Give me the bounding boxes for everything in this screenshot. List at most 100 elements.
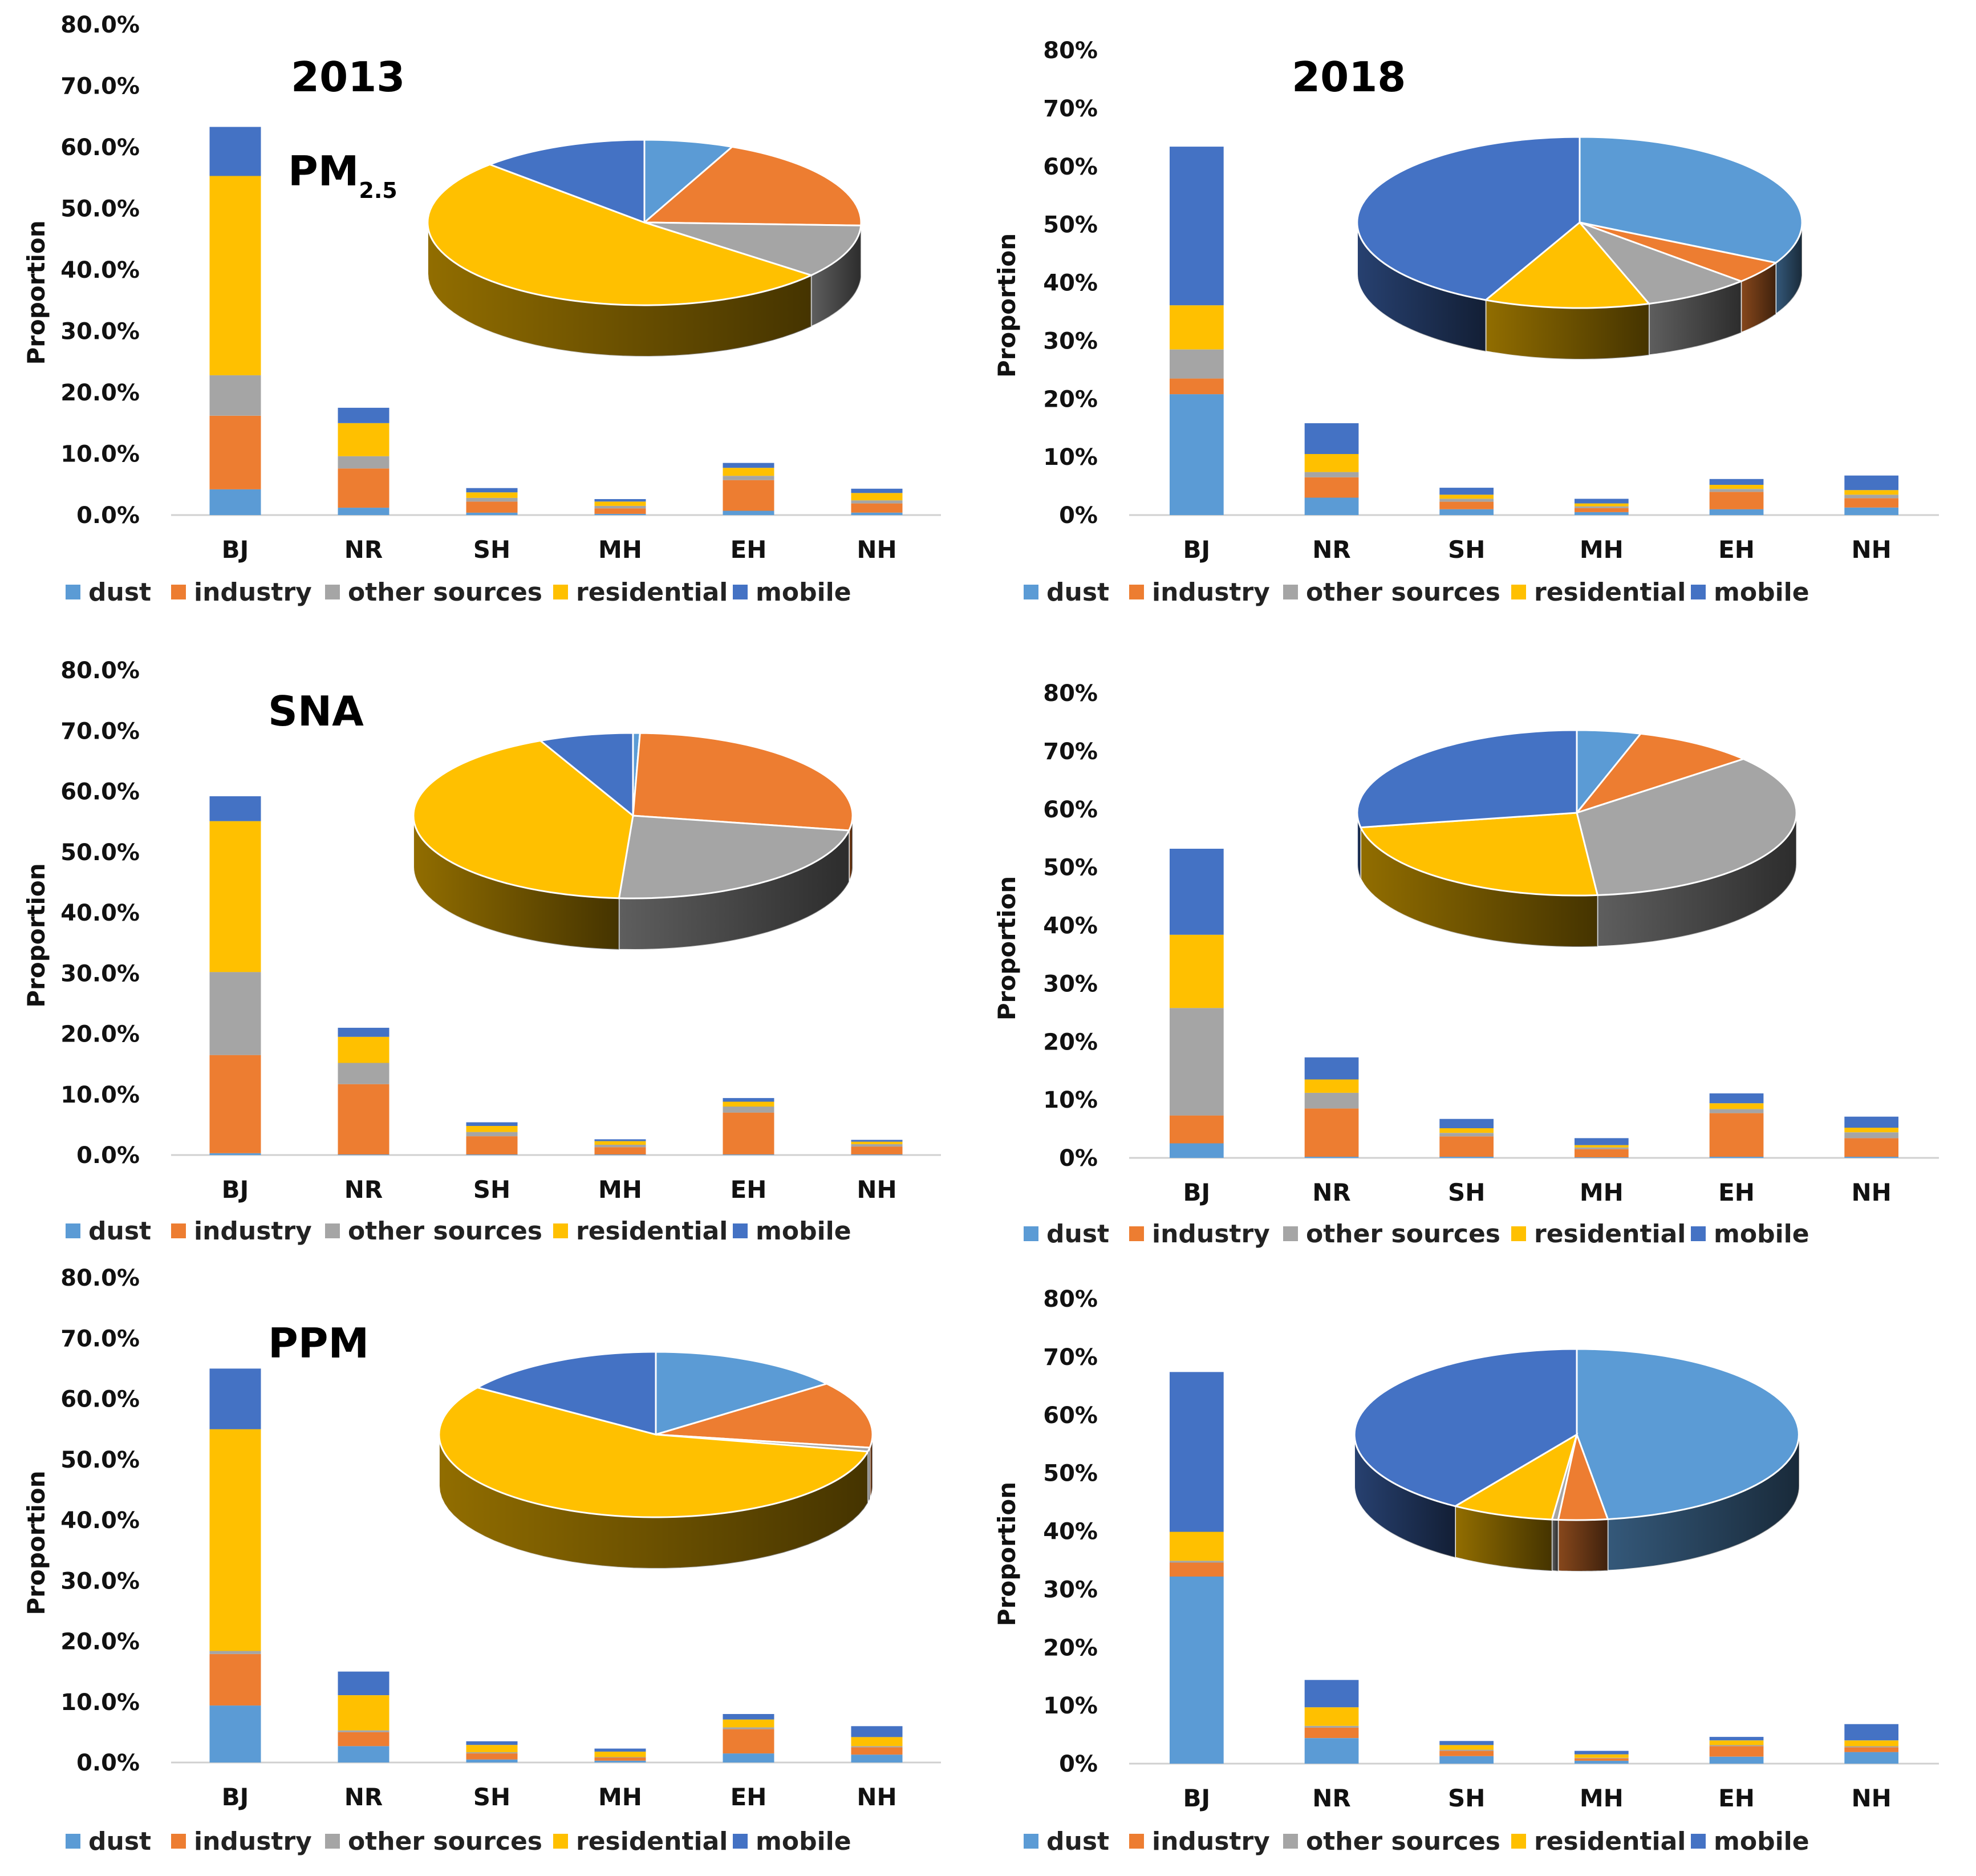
bar-NR-dust	[338, 1154, 389, 1155]
bar-NR-other-sources	[1304, 1725, 1359, 1728]
legend-swatch-mobile	[733, 1834, 748, 1849]
bar-NH-mobile	[1844, 475, 1898, 491]
bar-NH-other-sources	[851, 1144, 903, 1147]
x-tick-label: NR	[1312, 1178, 1351, 1206]
y-tick-label: 80.0%	[60, 12, 140, 38]
pie-slice-residential	[1483, 221, 1651, 309]
y-tick-label: 30%	[1043, 971, 1098, 997]
bar-MH-mobile	[1575, 499, 1629, 504]
x-tick-label: NH	[857, 536, 896, 564]
bar-NR-mobile	[338, 1671, 389, 1695]
pie-slice-residential	[1359, 812, 1599, 897]
legend-label: dust	[1046, 1219, 1109, 1249]
legend-label: industry	[1152, 578, 1270, 607]
legend-swatch-other-sources	[1283, 1226, 1298, 1241]
bar-BJ-other-sources	[209, 972, 261, 1055]
bar-SH-residential	[466, 1126, 518, 1132]
bar-NH-residential	[1844, 1740, 1898, 1747]
bar-EH-dust	[723, 510, 774, 515]
legend-label: other sources	[348, 1827, 542, 1856]
y-axis-label: Proportion	[22, 863, 50, 1007]
y-tick-label: 60.0%	[60, 1387, 140, 1413]
x-tick-label: SH	[1448, 536, 1485, 564]
x-tick-label: MH	[1580, 1784, 1624, 1812]
panel-title: SNA	[268, 687, 364, 735]
bar-NH-residential	[1844, 490, 1898, 495]
y-tick-label: 80.0%	[60, 1265, 140, 1291]
bar-NH-industry	[851, 503, 903, 513]
bar-MH-dust	[594, 1154, 646, 1155]
bar-BJ-mobile	[1170, 1372, 1224, 1532]
bar-SH-mobile	[1439, 1741, 1494, 1745]
legend-label: mobile	[1714, 578, 1809, 607]
y-tick-label: 10.0%	[60, 1689, 140, 1716]
bar-EH-other-sources	[723, 1727, 774, 1729]
pie-side-shading	[870, 1435, 873, 1499]
bar-MH-industry	[594, 1757, 646, 1761]
bar-EH-mobile	[723, 1098, 774, 1102]
bar-BJ-industry	[209, 415, 261, 489]
y-tick-label: 10%	[1043, 1693, 1098, 1719]
y-tick-label: 50.0%	[60, 840, 140, 866]
bar-BJ-other-sources	[209, 1651, 261, 1654]
bar-EH-industry	[1709, 492, 1764, 509]
y-axis-label: Proportion	[993, 876, 1021, 1020]
y-tick-label: 0%	[1059, 503, 1098, 529]
y-tick-label: 50%	[1043, 1461, 1098, 1487]
panel-title: 2013	[291, 53, 405, 101]
bar-MH-other-sources	[594, 1144, 646, 1148]
bar-SH-mobile	[466, 1741, 518, 1745]
bar-NR-residential	[1304, 1079, 1359, 1093]
y-tick-label: 50.0%	[60, 1447, 140, 1473]
bar-NH-dust	[851, 512, 903, 515]
bar-SH-other-sources	[466, 1132, 518, 1136]
y-tick-label: 20%	[1043, 1029, 1098, 1055]
bar-SH-other-sources	[466, 1752, 518, 1753]
bar-NR-residential	[1304, 1707, 1359, 1726]
bar-NH-industry	[1844, 1138, 1898, 1157]
bar-SH-industry	[466, 501, 518, 513]
legend-swatch-industry	[1129, 1834, 1144, 1849]
y-tick-label: 60%	[1043, 1403, 1098, 1429]
legend-swatch-residential	[1511, 1226, 1526, 1241]
bar-NR-industry	[338, 468, 389, 508]
bar-BJ-dust	[1170, 1143, 1224, 1158]
bar-NR-other-sources	[338, 1063, 389, 1084]
legend-swatch-residential	[553, 1223, 568, 1238]
bar-MH-dust	[594, 1760, 646, 1762]
bar-BJ-other-sources	[1170, 1008, 1224, 1116]
y-tick-label: 40.0%	[60, 257, 140, 283]
y-tick-label: 40.0%	[60, 900, 140, 926]
bar-NR-residential	[1304, 454, 1359, 472]
x-tick-label: NR	[344, 1783, 383, 1811]
legend-label: other sources	[1306, 578, 1500, 607]
legend-swatch-residential	[553, 1834, 568, 1849]
pie-slice-other-sources	[644, 221, 862, 277]
legend-label: other sources	[348, 578, 542, 607]
legend-swatch-mobile	[733, 585, 748, 599]
bar-NH-mobile	[851, 1140, 903, 1142]
y-tick-label: 20.0%	[60, 1022, 140, 1048]
legend-swatch-dust	[66, 585, 80, 599]
pie-slice-mobile	[487, 139, 646, 224]
x-tick-label: SH	[1448, 1784, 1485, 1812]
pollutant-subscript: 2.5	[359, 178, 397, 203]
bar-BJ-other-sources	[209, 375, 261, 416]
pie-slice-dust	[643, 139, 735, 225]
x-tick-label: MH	[598, 1783, 642, 1811]
bar-EH-mobile	[723, 1714, 774, 1720]
legend-swatch-industry	[1129, 585, 1144, 599]
pie-side-shading	[1357, 222, 1486, 351]
pie-side-shading	[413, 816, 619, 950]
y-tick-label: 0.0%	[76, 503, 140, 529]
legend-label: mobile	[1714, 1219, 1809, 1249]
bar-EH-mobile	[723, 463, 774, 468]
legend-label: other sources	[1306, 1827, 1500, 1856]
pie-side-shading	[1608, 1435, 1799, 1571]
bar-NH-mobile	[1844, 1116, 1898, 1128]
legend-swatch-dust	[1024, 585, 1038, 599]
legend-label: residential	[576, 578, 728, 607]
bar-EH-mobile	[1709, 1093, 1764, 1104]
y-tick-label: 30%	[1043, 328, 1098, 354]
